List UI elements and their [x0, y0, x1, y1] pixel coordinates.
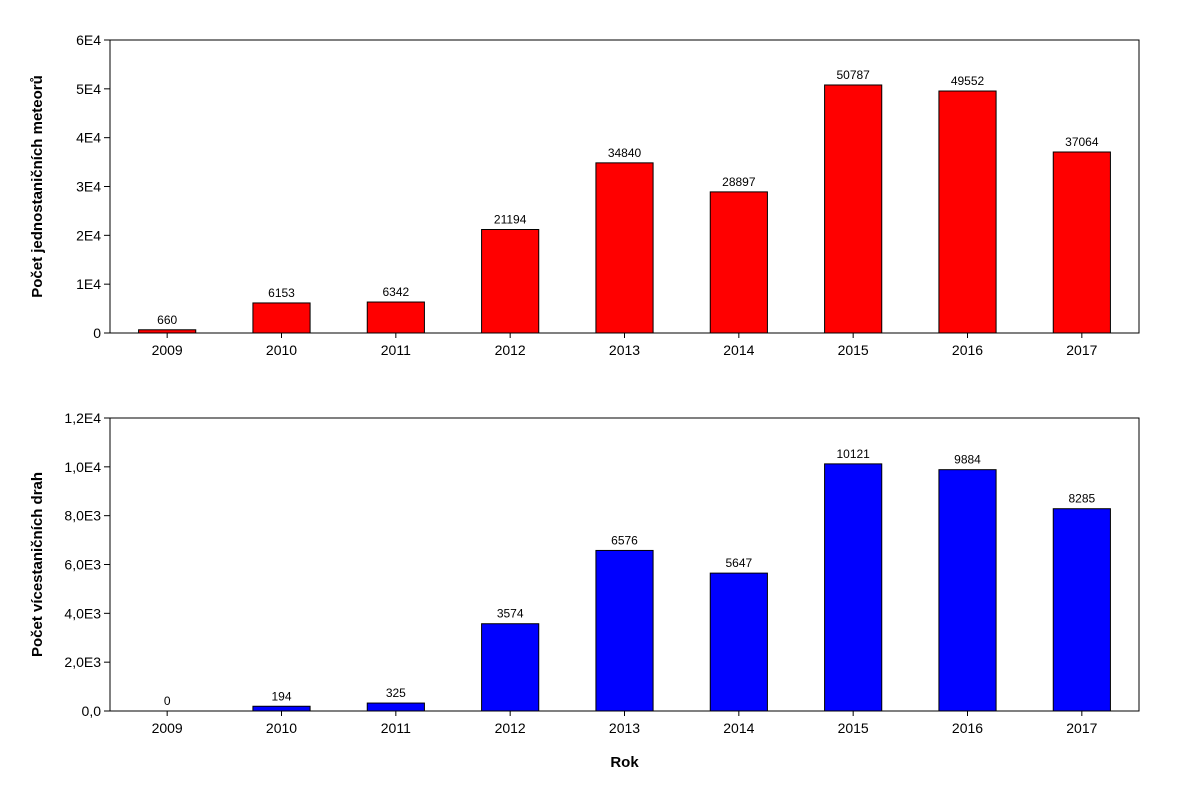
- y-tick-label: 4,0E3: [64, 605, 101, 621]
- x-tick-label: 2011: [381, 720, 411, 736]
- data-label: 50787: [836, 68, 870, 82]
- x-axis-title: Rok: [610, 754, 639, 771]
- data-label: 10121: [836, 447, 870, 461]
- data-label: 5647: [725, 556, 752, 570]
- x-tick-label: 2014: [723, 342, 754, 358]
- y-tick-label: 0,0: [82, 703, 102, 719]
- data-label: 28897: [722, 175, 756, 189]
- data-label: 6576: [611, 533, 638, 547]
- bar: [709, 191, 768, 334]
- data-label: 3574: [497, 607, 524, 621]
- y-tick-label: 8,0E3: [64, 508, 101, 524]
- x-tick-label: 2010: [266, 342, 297, 358]
- data-label: 9884: [954, 453, 981, 467]
- y-tick-label: 1,2E4: [64, 410, 101, 426]
- y-tick-label: 1E4: [76, 276, 101, 292]
- bar: [252, 302, 311, 334]
- bar: [1052, 508, 1111, 712]
- x-tick-label: 2015: [838, 342, 869, 358]
- bar: [938, 469, 997, 712]
- data-label: 6153: [268, 286, 295, 300]
- bar: [481, 229, 540, 334]
- x-tick-label: 2015: [838, 720, 869, 736]
- x-tick-label: 2009: [152, 342, 183, 358]
- x-tick-label: 2017: [1066, 720, 1097, 736]
- data-label: 34840: [608, 146, 642, 160]
- x-tick-label: 2012: [495, 342, 526, 358]
- bar: [824, 463, 883, 712]
- data-label: 49552: [951, 74, 985, 88]
- y-tick-label: 2E4: [76, 227, 101, 243]
- y-tick-label: 1,0E4: [64, 459, 101, 475]
- bar: [709, 572, 768, 712]
- bar: [938, 90, 997, 334]
- data-label: 660: [157, 313, 177, 327]
- data-label: 194: [271, 689, 291, 703]
- data-label: 37064: [1065, 135, 1099, 149]
- data-label: 6342: [382, 285, 409, 299]
- y-tick-label: 0: [93, 325, 101, 341]
- x-tick-label: 2016: [952, 342, 983, 358]
- y-axis-title: Počet jednostaničních meteorů: [29, 75, 46, 298]
- x-tick-label: 2016: [952, 720, 983, 736]
- y-tick-label: 6E4: [76, 32, 101, 48]
- data-label: 325: [386, 686, 406, 700]
- bar: [595, 162, 654, 334]
- x-tick-label: 2009: [152, 720, 183, 736]
- x-tick-label: 2017: [1066, 342, 1097, 358]
- data-label: 8285: [1068, 492, 1095, 506]
- x-tick-label: 2014: [723, 720, 754, 736]
- bar: [595, 549, 654, 712]
- bar: [252, 705, 311, 712]
- bar: [824, 84, 883, 334]
- bar: [366, 301, 425, 334]
- data-label: 0: [164, 694, 171, 708]
- x-tick-label: 2013: [609, 720, 640, 736]
- chart-panel-2: 0 194 325 3574 6576 5647 10121 9884 8285 0,0 2,0E3…: [29, 410, 1140, 771]
- y-tick-label: 5E4: [76, 81, 101, 97]
- bar: [1052, 151, 1111, 334]
- y-tick-label: 2,0E3: [64, 654, 101, 670]
- bar: [481, 623, 540, 712]
- x-tick-label: 2011: [381, 342, 411, 358]
- data-label: 21194: [494, 213, 527, 227]
- bar: [366, 702, 425, 712]
- y-tick-label: 6,0E3: [64, 557, 101, 573]
- y-axis-title: Počet vícestaničních drah: [29, 472, 46, 657]
- x-tick-label: 2012: [495, 720, 526, 736]
- x-tick-label: 2013: [609, 342, 640, 358]
- y-tick-label: 3E4: [76, 179, 101, 195]
- y-tick-label: 4E4: [76, 130, 101, 146]
- chart-panel-1: 660 6153 6342 21194 34840 28897 50787 49552 3706…: [29, 32, 1140, 358]
- x-tick-label: 2010: [266, 720, 297, 736]
